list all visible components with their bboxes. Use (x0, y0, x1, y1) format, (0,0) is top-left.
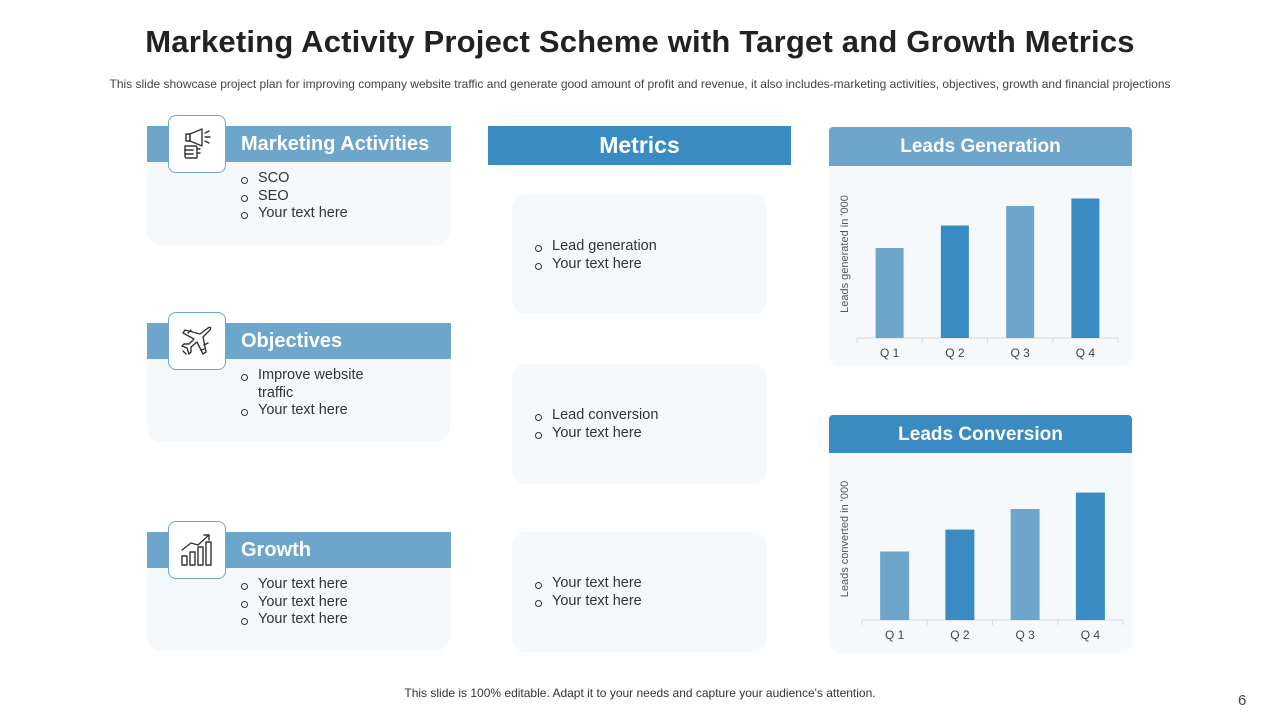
metric-list-3: Your text here Your text here (534, 575, 754, 610)
y-axis-label: Leads converted in '000 (839, 481, 851, 597)
y-axis-label: Leads generated in '000 (839, 195, 851, 313)
tick-label: Q 2 (945, 346, 965, 360)
metric-box-3 (512, 532, 767, 652)
metric-box-lead-conversion (512, 364, 767, 484)
footer-note: This slide is 100% editable. Adapt it to… (404, 686, 876, 700)
bar (880, 551, 910, 620)
list-item: Your text here (240, 576, 440, 594)
objectives-list: Improve website traffic Your text here (240, 367, 390, 420)
list-item: Your text here (240, 594, 440, 612)
bar (1075, 492, 1105, 620)
tick-label: Q 2 (950, 628, 970, 642)
tick-label: Q 1 (880, 346, 900, 360)
list-item: Your text here (240, 205, 440, 223)
bar (940, 225, 969, 338)
list-item: Your text here (534, 593, 754, 611)
marketing-activities-list: SCO SEO Your text here (240, 170, 440, 223)
bar (1006, 206, 1035, 338)
metrics-header: Metrics (488, 126, 791, 165)
list-item: Your text here (534, 425, 754, 443)
list-item: Your text here (534, 575, 754, 593)
tick-label: Q 3 (1010, 346, 1030, 360)
bar (1010, 509, 1040, 620)
slide-title: Marketing Activity Project Scheme with T… (145, 24, 1135, 59)
metric-list-1: Lead generation Your text here (534, 238, 754, 273)
list-item: Lead conversion (534, 407, 754, 425)
list-item: Improve website traffic (240, 367, 390, 402)
bar-growth-icon (168, 521, 226, 579)
page-number: 6 (1238, 692, 1247, 709)
leads-conversion-header: Leads Conversion (829, 415, 1132, 454)
tick-label: Q 3 (1015, 628, 1035, 642)
bar (1071, 198, 1100, 338)
megaphone-hand-icon (168, 115, 226, 173)
tick-label: Q 4 (1076, 346, 1096, 360)
leads-generation-header: Leads Generation (829, 127, 1132, 166)
airplane-icon (168, 312, 226, 370)
metric-box-lead-generation (512, 194, 767, 314)
bar (875, 248, 904, 338)
growth-list: Your text here Your text here Your text … (240, 576, 440, 629)
slide-subtitle: This slide showcase project plan for imp… (109, 77, 1171, 91)
list-item: Lead generation (534, 238, 754, 256)
metric-list-2: Lead conversion Your text here (534, 407, 754, 442)
tick-label: Q 1 (885, 628, 905, 642)
list-item: Your text here (240, 611, 440, 629)
bar (945, 529, 975, 620)
list-item: Your text here (534, 256, 754, 274)
list-item: SEO (240, 188, 440, 206)
tick-label: Q 4 (1081, 628, 1101, 642)
list-item: Your text here (240, 402, 390, 420)
list-item: SCO (240, 170, 440, 188)
